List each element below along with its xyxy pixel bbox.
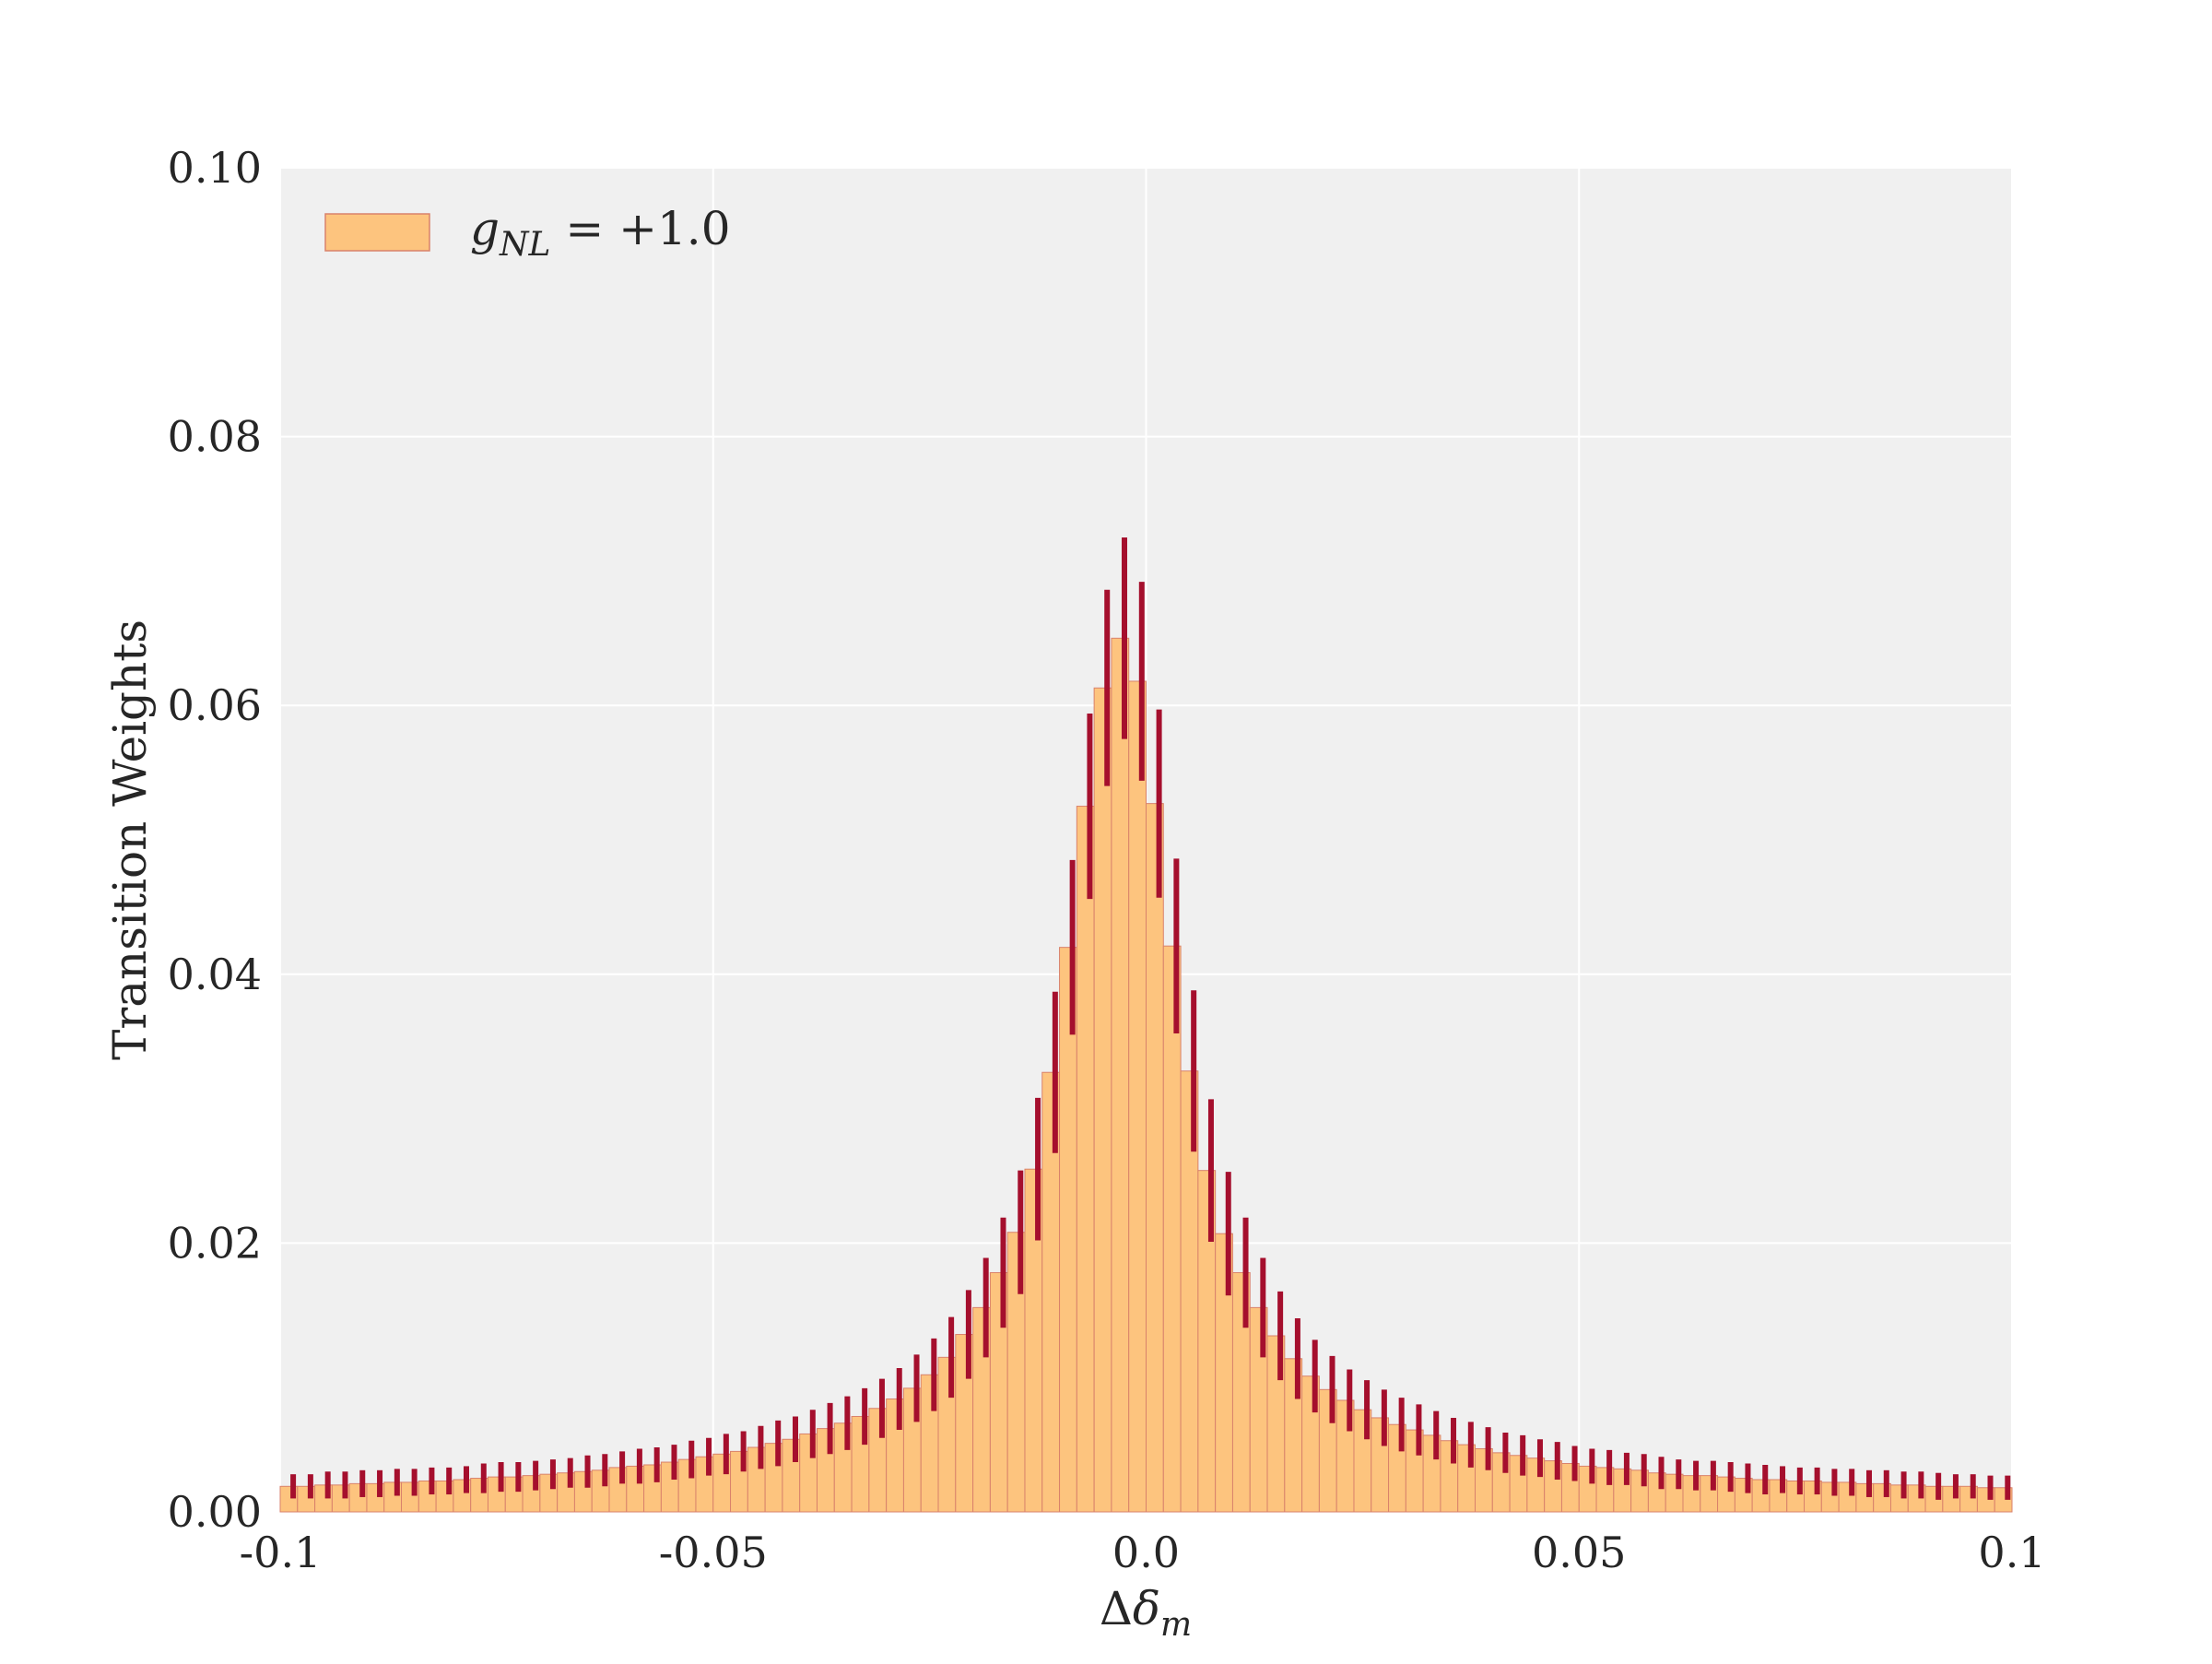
x-tick-label: -0.1 <box>240 1528 322 1577</box>
x-tick-label: -0.05 <box>659 1528 768 1577</box>
legend-label-sub: NL <box>499 226 550 264</box>
y-tick-label: 0.00 <box>168 1487 262 1537</box>
histogram-bar <box>1146 803 1164 1513</box>
y-tick-label: 0.10 <box>168 143 262 193</box>
y-axis-label: Transition Weights <box>103 620 157 1060</box>
y-tick-label: 0.02 <box>168 1218 262 1268</box>
y-tick-labels: 0.00 0.02 0.04 0.06 0.08 0.10 <box>168 143 262 1537</box>
x-axis-label-sub: m <box>1160 1606 1192 1644</box>
legend: gNL = +1.0 <box>324 202 731 264</box>
x-axis-label-main: δ <box>1133 1582 1160 1635</box>
y-tick-label: 0.06 <box>168 680 262 730</box>
x-axis-label-delta: Δ <box>1100 1582 1133 1635</box>
bars <box>279 637 2013 1513</box>
error-bars <box>290 537 2011 1500</box>
x-tick-label: 0.1 <box>1978 1528 2045 1577</box>
histogram-bar <box>1128 680 1147 1513</box>
x-axis-label: Δδm <box>1100 1582 1192 1644</box>
y-tick-label: 0.08 <box>168 412 262 462</box>
legend-swatch <box>324 213 430 252</box>
x-tick-label: 0.0 <box>1112 1528 1180 1577</box>
legend-label-main: g <box>470 202 500 255</box>
x-tick-labels: -0.1 -0.05 0.0 0.05 0.1 <box>240 1528 2046 1577</box>
legend-label: gNL = +1.0 <box>470 202 731 264</box>
legend-label-rest: = +1.0 <box>550 202 730 255</box>
histogram-bar <box>1093 687 1112 1513</box>
y-tick-label: 0.04 <box>168 950 262 999</box>
histogram-bar <box>1076 806 1095 1513</box>
histogram-bar <box>1111 637 1130 1513</box>
x-tick-label: 0.05 <box>1532 1528 1626 1577</box>
